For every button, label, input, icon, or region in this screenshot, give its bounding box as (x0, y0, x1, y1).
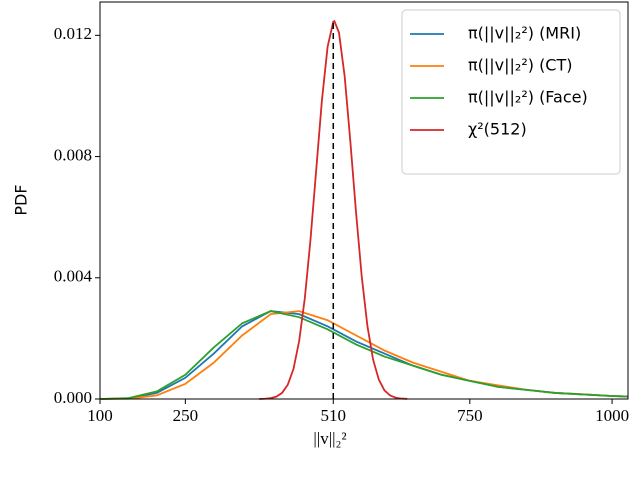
y-tick-label: 0.008 (54, 145, 92, 164)
line (99, 310, 629, 400)
legend-label: π(||v||₂²) (Face) (468, 88, 588, 107)
legend-label: χ²(512) (468, 120, 527, 139)
y-tick-label: 0.004 (54, 267, 93, 286)
y-axis-label: PDF (12, 184, 31, 215)
x-tick-label: 750 (457, 406, 483, 425)
line (259, 19, 408, 400)
legend-label: π(||v||₂²) (CT) (468, 56, 573, 75)
x-tick-label: 1000 (595, 406, 629, 425)
line (99, 310, 629, 400)
plot-frame (99, 1, 629, 400)
legend-label: π(||v||₂²) (MRI) (468, 24, 581, 43)
x-tick-label: 510 (321, 406, 347, 425)
legend-box (401, 9, 621, 175)
x-tick-label: 100 (87, 406, 113, 425)
y-tick-label: 0.000 (54, 388, 92, 407)
y-tick-label: 0.012 (54, 24, 92, 43)
x-axis-label: ||v||₂² (313, 429, 346, 448)
legend: π(||v||₂²) (MRI) π(||v||₂²) (CT) π(||v||₂²… (401, 9, 621, 175)
x-tick-label: 250 (173, 406, 199, 425)
